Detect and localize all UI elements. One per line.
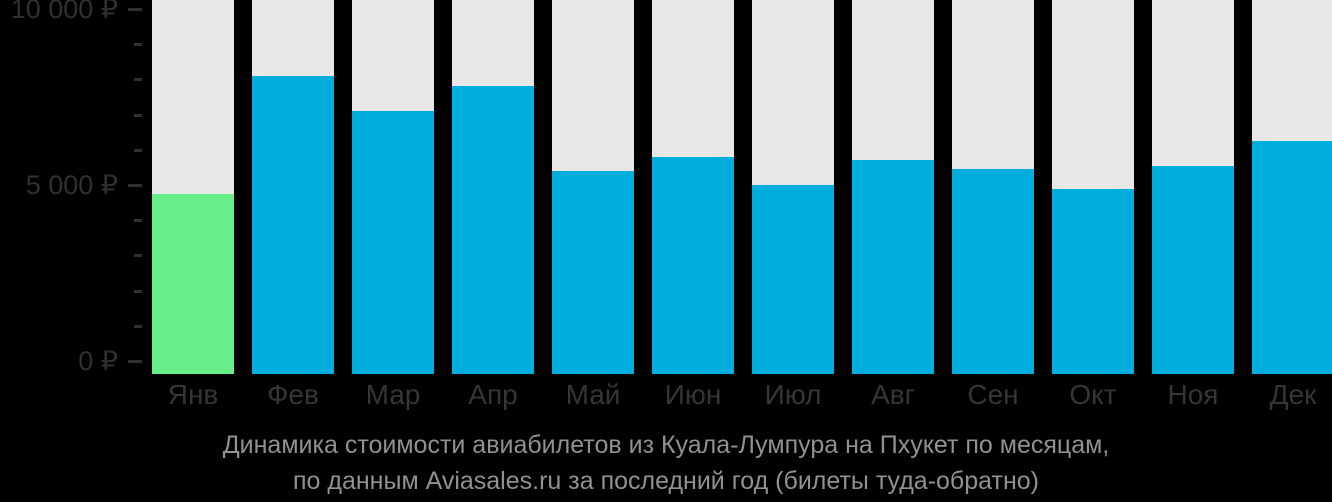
bar-column-track bbox=[552, 0, 634, 374]
price-bar-Фев[interactable] bbox=[252, 76, 334, 374]
bar-column-track bbox=[652, 0, 734, 374]
x-axis-month-label: Фев bbox=[267, 379, 319, 410]
price-bar-Янв[interactable] bbox=[152, 194, 234, 374]
plot-area: Янв Фев Мар Апр Май Июн Июл Авг Сен Окт Ноя Дек 0 ₽ 5… bbox=[10, 0, 1332, 410]
bar-column-track bbox=[952, 0, 1034, 374]
price-bar-Сен[interactable] bbox=[952, 169, 1034, 374]
chart-subtitle: по данным Aviasales.ru за последний год … bbox=[293, 467, 1039, 495]
y-axis-tick-label: 0 ₽ bbox=[78, 346, 118, 376]
x-axis-month-label: Апр bbox=[468, 379, 518, 410]
price-bar-Мар[interactable] bbox=[352, 111, 434, 374]
y-axis-minor-tick bbox=[134, 78, 142, 81]
y-axis-minor-tick bbox=[134, 114, 142, 117]
x-axis-month-label: Окт bbox=[1069, 379, 1117, 410]
bar-column-track bbox=[152, 0, 234, 374]
y-axis-minor-tick bbox=[134, 149, 142, 152]
x-axis-month-label: Ноя bbox=[1167, 379, 1219, 410]
x-axis-month-label: Июн bbox=[664, 379, 722, 410]
x-axis-month-label: Сен bbox=[967, 379, 1019, 410]
price-bar-Июл[interactable] bbox=[752, 185, 834, 374]
price-bar-Май[interactable] bbox=[552, 171, 634, 374]
y-axis-minor-tick bbox=[134, 254, 142, 257]
y-axis-minor-tick bbox=[134, 43, 142, 46]
price-bar-Дек[interactable] bbox=[1252, 141, 1332, 374]
bar-column-track bbox=[1152, 0, 1234, 374]
bar-column-track bbox=[1252, 0, 1332, 374]
y-axis-minor-tick bbox=[134, 219, 142, 222]
y-axis-major-tick bbox=[128, 360, 142, 363]
y-axis-minor-tick bbox=[134, 325, 142, 328]
x-axis-month-label: Май bbox=[565, 379, 621, 410]
bar-column-track bbox=[452, 0, 534, 374]
y-axis-major-tick bbox=[128, 8, 142, 11]
y-axis-tick-label: 10 000 ₽ bbox=[10, 0, 118, 24]
price-bar-Авг[interactable] bbox=[852, 160, 934, 374]
x-axis-month-label: Авг bbox=[871, 379, 915, 410]
y-axis-tick-label: 5 000 ₽ bbox=[25, 170, 118, 200]
price-bar-Апр[interactable] bbox=[452, 86, 534, 374]
price-bar-Окт[interactable] bbox=[1052, 189, 1134, 374]
bar-column-track bbox=[352, 0, 434, 374]
bar-column-track bbox=[1052, 0, 1134, 374]
y-axis-minor-tick bbox=[134, 290, 142, 293]
y-axis-major-tick bbox=[128, 184, 142, 187]
x-axis-month-label: Июл bbox=[764, 379, 822, 410]
bar-column-track bbox=[252, 0, 334, 374]
price-bar-Ноя[interactable] bbox=[1152, 166, 1234, 374]
x-axis-month-label: Янв bbox=[167, 379, 219, 410]
x-axis-month-label: Мар bbox=[365, 379, 421, 410]
x-axis-month-label: Дек bbox=[1269, 379, 1317, 410]
chart-title: Динамика стоимости авиабилетов из Куала-… bbox=[222, 431, 1110, 459]
bar-column-track bbox=[752, 0, 834, 374]
price-bar-Июн[interactable] bbox=[652, 157, 734, 374]
bar-column-track bbox=[852, 0, 934, 374]
